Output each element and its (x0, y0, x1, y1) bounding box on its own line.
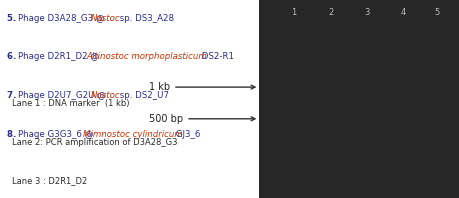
Text: 2: 2 (329, 8, 334, 17)
Text: Altinostoc morphoplasticum: Altinostoc morphoplasticum (87, 52, 207, 61)
Text: 4: 4 (400, 8, 406, 17)
Text: 7.: 7. (7, 91, 20, 100)
Text: 5: 5 (434, 8, 440, 17)
Text: 8.: 8. (7, 130, 20, 139)
Text: 5.: 5. (7, 14, 19, 23)
Text: Phage D2R1_D2 @: Phage D2R1_D2 @ (18, 52, 102, 61)
Text: Phage G3G3_6 @: Phage G3G3_6 @ (18, 130, 96, 139)
Text: Mimnostoc cylindricum: Mimnostoc cylindricum (83, 130, 182, 139)
Text: Phage D2U7_G2U @: Phage D2U7_G2U @ (18, 91, 109, 100)
Text: sp. DS3_A28: sp. DS3_A28 (117, 14, 174, 23)
Text: 1: 1 (291, 8, 296, 17)
Text: sp. DS2_U7: sp. DS2_U7 (117, 91, 169, 100)
Text: 6.: 6. (7, 52, 20, 61)
Text: 500 bp: 500 bp (149, 114, 255, 124)
Text: Lane 1 : DNA marker  (1 kb): Lane 1 : DNA marker (1 kb) (12, 99, 129, 108)
Text: Phage D3A28_G3 @: Phage D3A28_G3 @ (18, 14, 107, 23)
Text: 3: 3 (364, 8, 370, 17)
Text: Nostoc: Nostoc (91, 91, 121, 100)
Text: 1 kb: 1 kb (149, 82, 255, 92)
Text: Lane 3 : D2R1_D2: Lane 3 : D2R1_D2 (12, 176, 87, 185)
Text: DS2-R1: DS2-R1 (199, 52, 234, 61)
Text: GJ3_6: GJ3_6 (173, 130, 200, 139)
Text: Nostoc: Nostoc (91, 14, 121, 23)
Text: Lane 2: PCR amplification of D3A28_G3: Lane 2: PCR amplification of D3A28_G3 (12, 138, 178, 147)
